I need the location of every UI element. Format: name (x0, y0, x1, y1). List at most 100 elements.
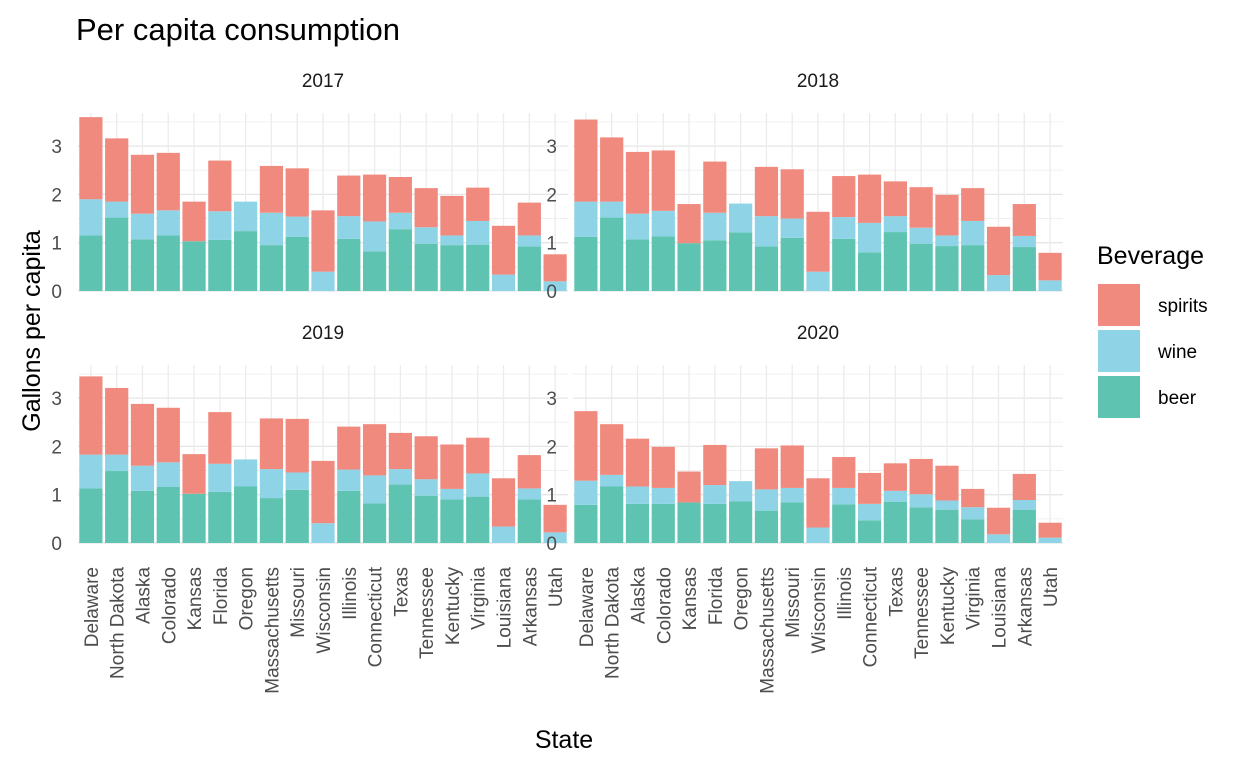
bar-wine-alaska: Alaska wine: 0.52 (130, 465, 155, 491)
bar-spirits-virginia: Virginia spirits: 0.68 (961, 188, 985, 221)
legend-title: Beverage (1097, 242, 1204, 270)
bar-wine-florida: Florida wine: 0.59 (208, 211, 232, 240)
bar-spirits-kentucky: Kentucky spirits: 0.84 (935, 194, 959, 236)
bar-wine-louisiana: Louisiana wine: 0.33 (986, 275, 1011, 291)
bar-spirits-missouri: Missouri spirits: 0.88 (780, 445, 804, 488)
x-tick-label: North Dakota (603, 567, 624, 679)
x-tick-label: Tennessee (912, 567, 933, 659)
bar-beer-colorado: Colorado beer: 1.13 (651, 236, 675, 291)
bar-spirits-massachusetts: Massachusetts spirits: 0.97 (259, 165, 284, 213)
bar-beer-kansas: Kansas beer: 1.03 (182, 241, 206, 291)
bar-spirits-connecticut: Connecticut spirits: 1 (857, 174, 882, 223)
y-tick-label: 3 (546, 137, 557, 158)
panel-2020: 2020 0 1 2 3 Delaware beer: 0.79Delaware wine… (546, 323, 1063, 555)
bar-wine-oregon: Oregon wine: 0.56 (234, 459, 258, 487)
bar-beer-delaware: Delaware beer: 0.79 (574, 504, 598, 543)
bar-wine-texas: Texas wine: 0.23 (883, 490, 907, 502)
bar-wine-north-dakota: North Dakota wine: 0.34 (105, 454, 129, 472)
bar-spirits-massachusetts: Massachusetts spirits: 1.05 (259, 418, 284, 470)
panel-label: 2018 (797, 71, 839, 92)
bar-wine-kentucky: Kentucky wine: 0.22 (440, 488, 464, 500)
bar-spirits-virginia: Virginia spirits: 0.38 (961, 488, 985, 508)
bar-beer-massachusetts: Massachusetts beer: 0.92 (754, 246, 779, 291)
bar-wine-connecticut: Connecticut wine: 0.62 (362, 221, 387, 252)
bar-beer-texas: Texas beer: 1.28 (388, 229, 412, 291)
x-tick-label: North Dakota (108, 567, 129, 679)
bar-beer-tennessee: Tennessee beer: 0.98 (909, 243, 933, 291)
panel-label: 2020 (797, 323, 839, 344)
x-tick-label: Virginia (469, 567, 490, 630)
bar-beer-connecticut: Connecticut beer: 0.82 (362, 503, 387, 543)
bar-beer-arkansas: Arkansas beer: 0.91 (1012, 247, 1036, 291)
bar-spirits-delaware: Delaware spirits: 1.62 (79, 376, 103, 455)
bar-spirits-missouri: Missouri spirits: 1.02 (780, 169, 804, 219)
x-tick-label: Kansas (680, 567, 701, 630)
bar-wine-illinois: Illinois wine: 0.45 (832, 217, 856, 239)
bar-wine-utah: Utah wine: 0.22 (543, 532, 567, 543)
bar-wine-connecticut: Connecticut wine: 0.61 (857, 222, 882, 253)
bar-spirits-utah: Utah spirits: 0.31 (1038, 522, 1062, 538)
bar-spirits-illinois: Illinois spirits: 0.64 (832, 457, 856, 488)
bar-beer-florida: Florida beer: 1.06 (208, 491, 232, 543)
bar-spirits-kansas: Kansas spirits: 0.82 (182, 454, 206, 494)
bar-spirits-alaska: Alaska spirits: 1.28 (130, 403, 155, 466)
bar-beer-tennessee: Tennessee beer: 0.74 (909, 507, 933, 543)
bar-spirits-louisiana: Louisiana spirits: 1 (491, 478, 516, 527)
bar-wine-tennessee: Tennessee wine: 0.33 (909, 227, 933, 244)
bar-spirits-utah: Utah spirits: 0.57 (1038, 252, 1062, 281)
y-tick-label: 1 (546, 234, 557, 255)
bar-spirits-tennessee: Tennessee spirits: 0.89 (414, 436, 438, 480)
bar-beer-north-dakota: North Dakota beer: 1.52 (105, 217, 129, 291)
bar-beer-texas: Texas beer: 1.21 (388, 484, 412, 543)
bar-wine-illinois: Illinois wine: 0.44 (337, 469, 361, 491)
bar-spirits-massachusetts: Massachusetts spirits: 0.85 (754, 448, 779, 490)
bar-beer-north-dakota: North Dakota beer: 1.17 (600, 486, 624, 543)
x-tick-labels: Delaware North Dakota Alaska Colorado Kansas… (82, 566, 1062, 693)
bar-spirits-texas: Texas spirits: 0.74 (388, 177, 412, 213)
bar-wine-kentucky: Kentucky wine: 0.2 (440, 235, 464, 246)
legend-key-wine (1098, 330, 1140, 372)
bar-beer-massachusetts: Massachusetts beer: 0.93 (259, 498, 284, 543)
x-tick-label: Alaska (133, 567, 154, 624)
x-tick-label: Kentucky (938, 567, 959, 646)
bar-spirits-texas: Texas spirits: 0.75 (388, 432, 412, 470)
bar-spirits-colorado: Colorado spirits: 0.85 (651, 446, 675, 488)
legend: Beverage spirits wine beer (1097, 242, 1208, 418)
bar-spirits-massachusetts: Massachusetts spirits: 1.02 (754, 166, 779, 217)
bar-wine-virginia: Virginia wine: 0.5 (961, 220, 985, 246)
bar-spirits-north-dakota: North Dakota spirits: 1.31 (105, 138, 129, 202)
bar-beer-illinois: Illinois beer: 1.08 (832, 238, 856, 291)
bar-spirits-wisconsin: Wisconsin spirits: 1.02 (806, 478, 830, 528)
bar-wine-delaware: Delaware wine: 0.75 (79, 199, 103, 236)
x-tick-label: Tennessee (417, 567, 438, 659)
bar-beer-virginia: Virginia beer: 0.49 (961, 519, 985, 543)
bar-wine-massachusetts: Massachusetts wine: 0.63 (754, 216, 779, 247)
bar-spirits-kansas: Kansas spirits: 0.82 (182, 201, 206, 242)
bar-wine-north-dakota: North Dakota wine: 0.24 (600, 474, 624, 487)
bar-beer-kansas: Kansas beer: 0.84 (677, 502, 701, 543)
x-tick-label: Utah (1041, 567, 1062, 607)
bar-beer-delaware: Delaware beer: 1.13 (79, 488, 103, 543)
bar-wine-missouri: Missouri wine: 0.36 (285, 472, 309, 490)
bar-wine-tennessee: Tennessee wine: 0.34 (414, 479, 438, 496)
bar-wine-alaska: Alaska wine: 0.36 (625, 486, 650, 504)
bar-spirits-florida: Florida spirits: 0.83 (703, 444, 727, 486)
bar-spirits-delaware: Delaware spirits: 1.44 (574, 411, 598, 481)
bar-wine-arkansas: Arkansas wine: 0.23 (517, 488, 541, 500)
bar-beer-colorado: Colorado beer: 0.81 (651, 503, 675, 543)
y-tick-label: 2 (546, 185, 557, 206)
bar-wine-virginia: Virginia wine: 0.49 (466, 220, 490, 245)
bar-beer-florida: Florida beer: 1.05 (703, 240, 727, 291)
bar-beer-illinois: Illinois beer: 1.08 (337, 238, 361, 291)
bar-wine-louisiana: Louisiana wine: 0.34 (491, 274, 516, 291)
x-tick-label: Missouri (783, 567, 804, 638)
bar-wine-illinois: Illinois wine: 0.34 (832, 487, 856, 505)
panel-label: 2019 (302, 323, 344, 344)
bar-wine-illinois: Illinois wine: 0.47 (337, 216, 361, 239)
bar-beer-virginia: Virginia beer: 0.96 (466, 496, 490, 543)
bar-wine-wisconsin: Wisconsin wine: 0.32 (806, 527, 830, 543)
y-tick-label: 0 (51, 282, 62, 303)
bar-spirits-connecticut: Connecticut spirits: 1.06 (362, 424, 387, 476)
bar-wine-massachusetts: Massachusetts wine: 0.44 (754, 489, 779, 511)
